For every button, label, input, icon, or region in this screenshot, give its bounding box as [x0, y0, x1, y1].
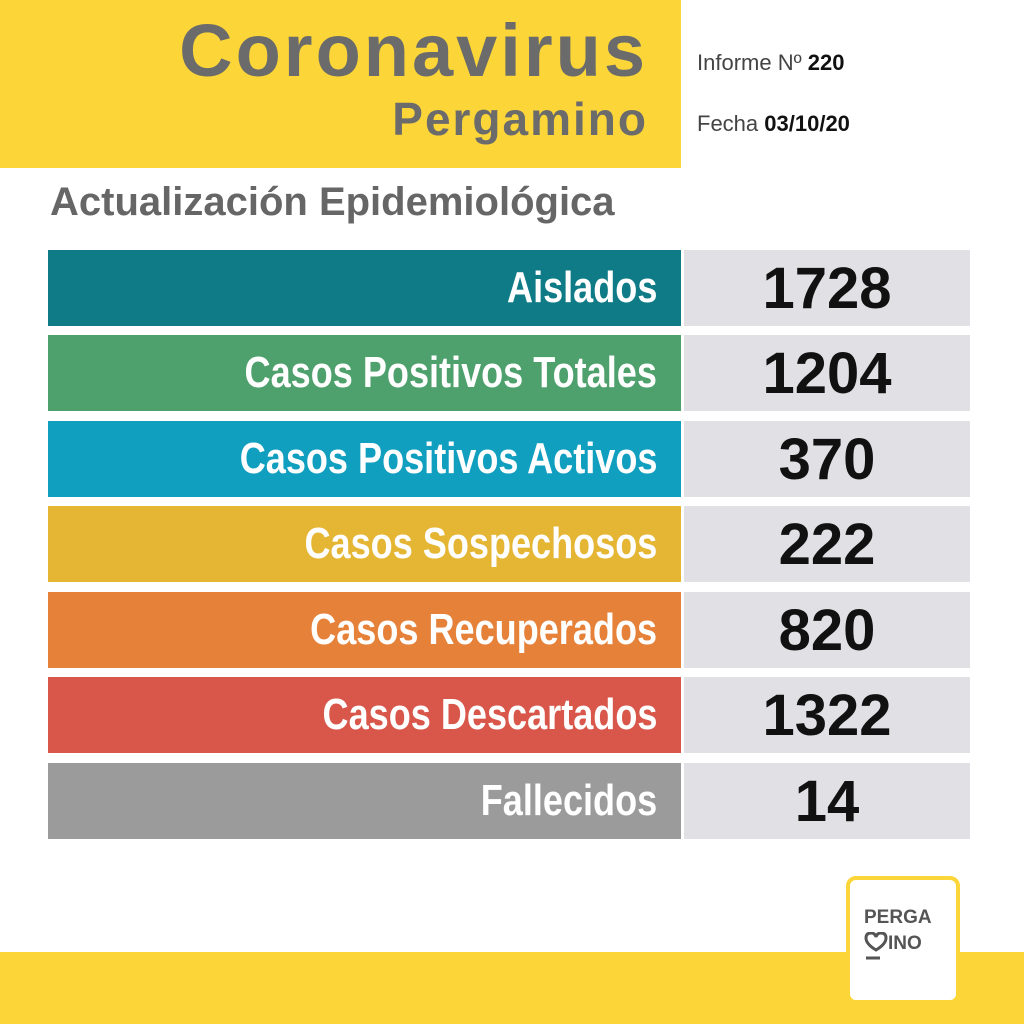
row-label-box: Casos Recuperados — [48, 592, 681, 668]
row-label-box: Fallecidos — [48, 763, 681, 839]
row: Fallecidos 14 — [48, 763, 970, 839]
row-value-box: 1204 — [684, 335, 970, 411]
row-value-box: 14 — [684, 763, 970, 839]
row: Casos Descartados 1322 — [48, 677, 970, 753]
row-value: 1728 — [762, 256, 892, 321]
row-label: Casos Positivos Activos — [239, 434, 657, 483]
row-value: 370 — [778, 427, 876, 492]
date: 03/10/20 — [764, 111, 850, 136]
row-value-box: 1728 — [684, 250, 970, 326]
date-info: Fecha 03/10/20 — [697, 113, 850, 135]
row-label-box: Casos Positivos Totales — [48, 335, 681, 411]
row-label: Casos Positivos Totales — [244, 348, 657, 397]
report-number: 220 — [807, 50, 845, 75]
row-value: 14 — [794, 769, 860, 834]
row: Casos Sospechosos 222 — [48, 506, 970, 582]
section-title: Actualización Epidemiológica — [50, 180, 615, 224]
row-label-box: Casos Positivos Activos — [48, 421, 681, 497]
row: Casos Positivos Activos 370 — [48, 421, 970, 497]
row-label-box: Casos Sospechosos — [48, 506, 681, 582]
row-label: Fallecidos — [480, 776, 657, 825]
logo-line2: INO — [888, 933, 922, 954]
header-box — [0, 0, 681, 168]
row-label-box: Casos Descartados — [48, 677, 681, 753]
date-label: Fecha — [697, 111, 759, 136]
row: Casos Positivos Totales 1204 — [48, 335, 970, 411]
row-value-box: 820 — [684, 592, 970, 668]
row-label: Casos Sospechosos — [304, 519, 657, 568]
row: Aislados 1728 — [48, 250, 970, 326]
row-value: 1204 — [762, 341, 892, 406]
row-value-box: 370 — [684, 421, 970, 497]
logo: PERGA INO — [846, 876, 960, 1004]
row-label: Casos Recuperados — [310, 605, 657, 654]
row-label-box: Aislados — [48, 250, 681, 326]
subtitle: Pergamino — [392, 93, 648, 145]
row-value-box: 1322 — [684, 677, 970, 753]
row-value: 222 — [778, 512, 876, 577]
logo-line1: PERGA — [864, 907, 932, 928]
row-value-box: 222 — [684, 506, 970, 582]
logo-icon — [864, 932, 888, 960]
row-value: 820 — [778, 598, 876, 663]
row-label: Casos Descartados — [322, 690, 657, 739]
report-label: Informe Nº — [697, 50, 802, 75]
row: Casos Recuperados 820 — [48, 592, 970, 668]
row-value: 1322 — [762, 683, 892, 748]
title: Coronavirus — [179, 9, 648, 92]
row-label: Aislados — [506, 263, 657, 312]
report-info: Informe Nº 220 — [697, 52, 844, 74]
